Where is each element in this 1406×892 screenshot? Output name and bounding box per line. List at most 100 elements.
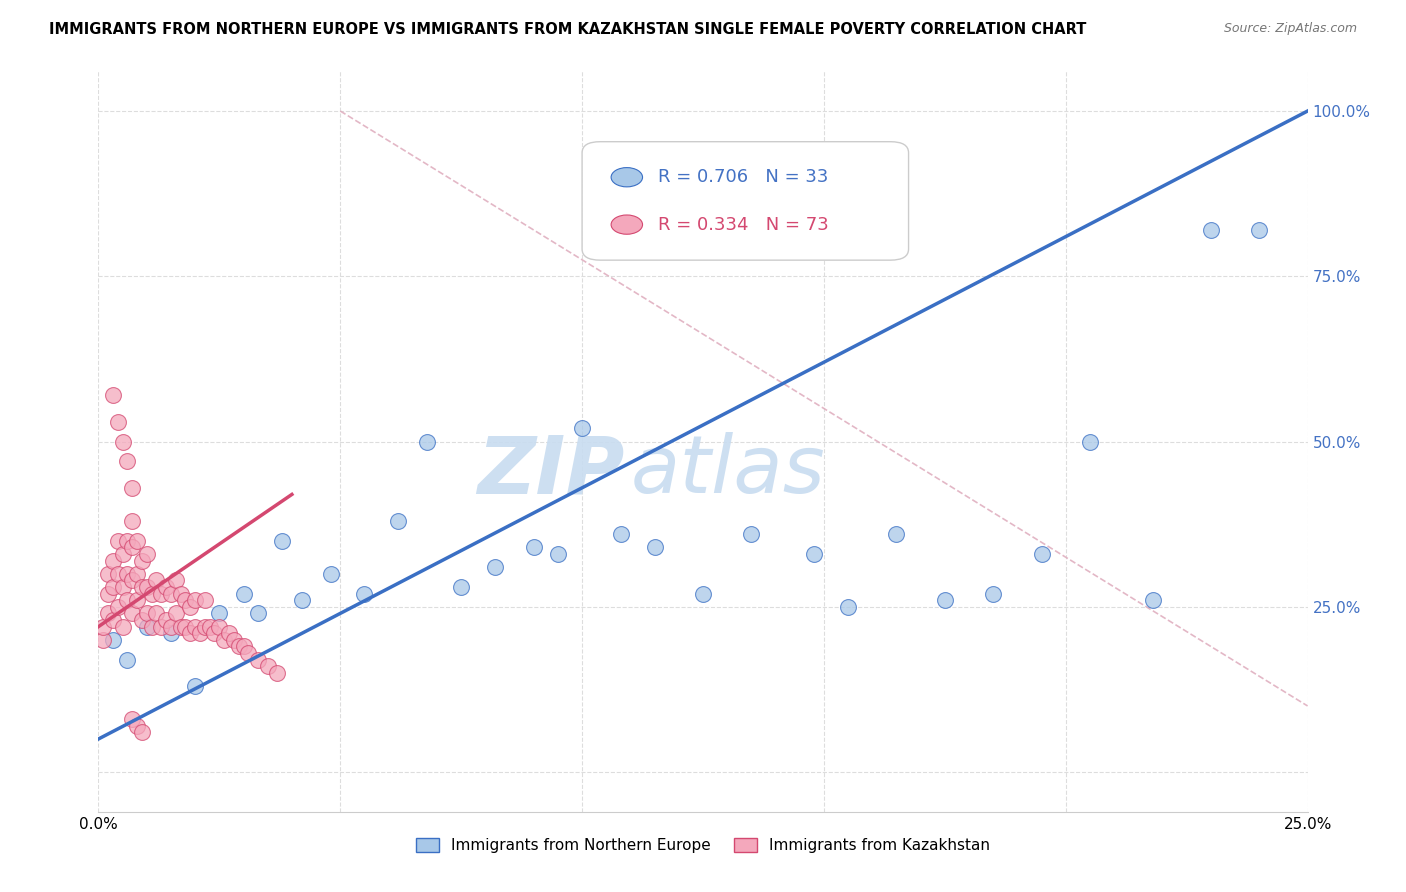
Immigrants from Kazakhstan bbox=[121, 481, 143, 495]
Immigrants from Kazakhstan bbox=[179, 599, 201, 614]
Immigrants from Kazakhstan bbox=[208, 620, 231, 634]
Immigrants from Kazakhstan bbox=[121, 607, 143, 621]
Immigrants from Northern Europe bbox=[319, 566, 342, 581]
Immigrants from Kazakhstan bbox=[150, 586, 173, 600]
Immigrants from Kazakhstan bbox=[131, 725, 153, 739]
Immigrants from Kazakhstan bbox=[121, 574, 143, 588]
Immigrants from Kazakhstan bbox=[97, 566, 120, 581]
Immigrants from Kazakhstan bbox=[107, 533, 129, 548]
Immigrants from Northern Europe bbox=[247, 607, 270, 621]
Immigrants from Kazakhstan bbox=[131, 580, 153, 594]
Immigrants from Northern Europe bbox=[523, 541, 546, 555]
Legend: Immigrants from Northern Europe, Immigrants from Kazakhstan: Immigrants from Northern Europe, Immigra… bbox=[411, 832, 995, 860]
Immigrants from Northern Europe bbox=[571, 421, 593, 435]
Immigrants from Northern Europe bbox=[934, 593, 956, 607]
Immigrants from Kazakhstan bbox=[107, 599, 129, 614]
Immigrants from Northern Europe bbox=[450, 580, 472, 594]
Immigrants from Kazakhstan bbox=[127, 593, 149, 607]
Immigrants from Kazakhstan bbox=[188, 626, 211, 640]
Immigrants from Kazakhstan bbox=[117, 533, 139, 548]
Immigrants from Kazakhstan bbox=[155, 580, 177, 594]
Text: ZIP: ZIP bbox=[477, 432, 624, 510]
Immigrants from Kazakhstan bbox=[107, 415, 129, 429]
Immigrants from Kazakhstan bbox=[101, 580, 124, 594]
Immigrants from Kazakhstan bbox=[194, 593, 217, 607]
Immigrants from Kazakhstan bbox=[179, 626, 201, 640]
Immigrants from Kazakhstan bbox=[155, 613, 177, 627]
Immigrants from Kazakhstan bbox=[141, 586, 163, 600]
Immigrants from Kazakhstan bbox=[145, 574, 167, 588]
Immigrants from Northern Europe bbox=[1031, 547, 1053, 561]
Immigrants from Kazakhstan bbox=[91, 620, 114, 634]
Circle shape bbox=[612, 168, 643, 186]
Text: atlas: atlas bbox=[630, 432, 825, 510]
Immigrants from Kazakhstan bbox=[101, 388, 124, 402]
Immigrants from Kazakhstan bbox=[232, 640, 254, 654]
Immigrants from Northern Europe bbox=[1142, 593, 1164, 607]
Immigrants from Kazakhstan bbox=[135, 607, 157, 621]
Immigrants from Kazakhstan bbox=[184, 593, 207, 607]
Immigrants from Northern Europe bbox=[837, 599, 859, 614]
Circle shape bbox=[612, 215, 643, 235]
Immigrants from Kazakhstan bbox=[165, 607, 187, 621]
Immigrants from Northern Europe bbox=[160, 626, 183, 640]
Immigrants from Kazakhstan bbox=[121, 712, 143, 726]
Immigrants from Kazakhstan bbox=[165, 574, 187, 588]
Immigrants from Northern Europe bbox=[290, 593, 312, 607]
Immigrants from Kazakhstan bbox=[198, 620, 221, 634]
Immigrants from Kazakhstan bbox=[117, 566, 139, 581]
Immigrants from Northern Europe bbox=[981, 586, 1004, 600]
Immigrants from Kazakhstan bbox=[256, 659, 278, 673]
Immigrants from Kazakhstan bbox=[111, 547, 134, 561]
Immigrants from Kazakhstan bbox=[135, 580, 157, 594]
Immigrants from Northern Europe bbox=[547, 547, 569, 561]
Immigrants from Kazakhstan bbox=[169, 586, 191, 600]
Immigrants from Northern Europe bbox=[1078, 434, 1101, 449]
Immigrants from Kazakhstan bbox=[117, 454, 139, 468]
Immigrants from Northern Europe bbox=[135, 620, 157, 634]
Immigrants from Kazakhstan bbox=[174, 620, 197, 634]
Immigrants from Northern Europe bbox=[692, 586, 714, 600]
Immigrants from Kazakhstan bbox=[160, 620, 183, 634]
Immigrants from Northern Europe bbox=[740, 527, 762, 541]
Immigrants from Kazakhstan bbox=[107, 566, 129, 581]
Immigrants from Kazakhstan bbox=[127, 719, 149, 733]
Immigrants from Kazakhstan bbox=[127, 533, 149, 548]
Immigrants from Kazakhstan bbox=[141, 620, 163, 634]
Immigrants from Kazakhstan bbox=[145, 607, 167, 621]
Immigrants from Kazakhstan bbox=[111, 580, 134, 594]
Immigrants from Kazakhstan bbox=[111, 620, 134, 634]
FancyBboxPatch shape bbox=[582, 142, 908, 260]
Immigrants from Kazakhstan bbox=[121, 541, 143, 555]
Immigrants from Kazakhstan bbox=[212, 632, 235, 647]
Immigrants from Kazakhstan bbox=[111, 434, 134, 449]
Immigrants from Kazakhstan bbox=[97, 607, 120, 621]
Immigrants from Northern Europe bbox=[232, 586, 254, 600]
Immigrants from Northern Europe bbox=[353, 586, 375, 600]
Immigrants from Kazakhstan bbox=[131, 613, 153, 627]
Text: R = 0.706   N = 33: R = 0.706 N = 33 bbox=[658, 169, 828, 186]
Immigrants from Northern Europe bbox=[184, 679, 207, 693]
Text: R = 0.334   N = 73: R = 0.334 N = 73 bbox=[658, 216, 830, 234]
Immigrants from Northern Europe bbox=[101, 632, 124, 647]
Immigrants from Northern Europe bbox=[803, 547, 825, 561]
Immigrants from Northern Europe bbox=[610, 527, 633, 541]
Immigrants from Kazakhstan bbox=[150, 620, 173, 634]
Immigrants from Northern Europe bbox=[117, 653, 139, 667]
Immigrants from Kazakhstan bbox=[131, 553, 153, 567]
Immigrants from Kazakhstan bbox=[97, 586, 120, 600]
Immigrants from Kazakhstan bbox=[238, 646, 260, 660]
Immigrants from Kazakhstan bbox=[266, 665, 288, 680]
Immigrants from Northern Europe bbox=[484, 560, 506, 574]
Immigrants from Northern Europe bbox=[208, 607, 231, 621]
Immigrants from Kazakhstan bbox=[121, 514, 143, 528]
Immigrants from Kazakhstan bbox=[91, 632, 114, 647]
Immigrants from Kazakhstan bbox=[222, 632, 245, 647]
Text: Source: ZipAtlas.com: Source: ZipAtlas.com bbox=[1223, 22, 1357, 36]
Immigrants from Northern Europe bbox=[886, 527, 908, 541]
Immigrants from Northern Europe bbox=[416, 434, 439, 449]
Immigrants from Kazakhstan bbox=[174, 593, 197, 607]
Immigrants from Kazakhstan bbox=[204, 626, 226, 640]
Immigrants from Kazakhstan bbox=[169, 620, 191, 634]
Immigrants from Kazakhstan bbox=[194, 620, 217, 634]
